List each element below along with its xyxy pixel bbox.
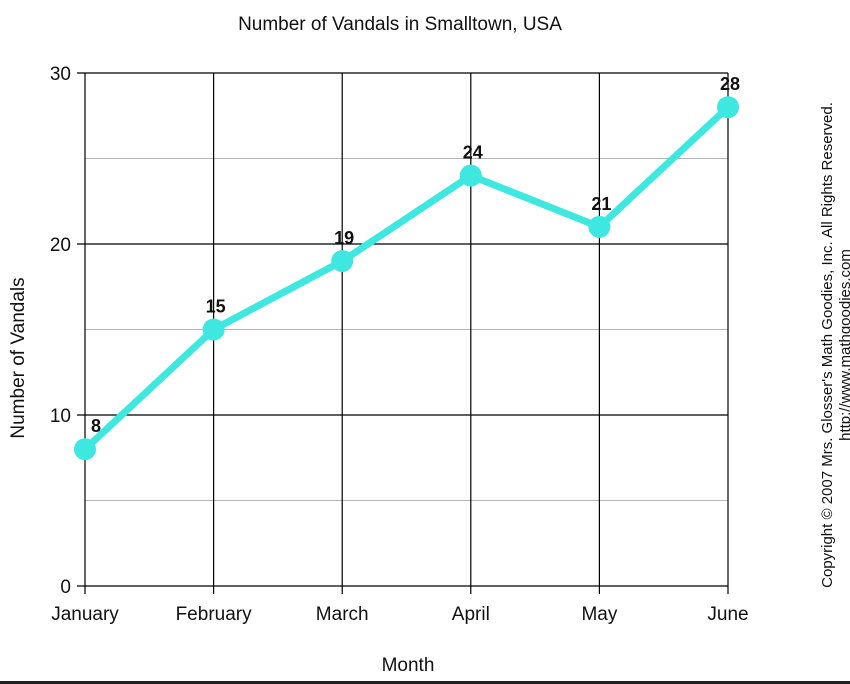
y-tick-label-0: 0	[60, 577, 71, 598]
data-point-0	[74, 438, 96, 461]
data-point-2	[331, 250, 354, 273]
data-point-5	[717, 96, 739, 119]
y-axis-ticks: 0 10 20 30	[50, 64, 71, 598]
data-label-5: 28	[720, 74, 740, 94]
y-tick-label-2: 20	[50, 235, 71, 256]
y-tick-label-1: 10	[50, 406, 71, 427]
x-tick-label-2: March	[316, 604, 369, 625]
x-tick-label-1: February	[176, 604, 253, 625]
bottom-border	[0, 681, 850, 684]
data-point-4	[588, 215, 611, 238]
minor-gridlines	[85, 158, 728, 501]
major-gridlines	[77, 72, 729, 594]
copyright-line-2: http://www.mathgoodies.com	[837, 249, 850, 441]
data-label-3: 24	[463, 143, 483, 163]
x-tick-label-5: June	[707, 604, 748, 625]
x-tick-label-0: January	[51, 604, 119, 625]
data-point-1	[202, 318, 225, 341]
y-tick-label-3: 30	[50, 64, 71, 85]
series-line	[81, 103, 732, 453]
data-labels: 8 15 19 24 21 28	[91, 74, 740, 436]
chart-title: Number of Vandals in Smalltown, USA	[238, 14, 562, 35]
copyright-line-1: Copyright © 2007 Mrs. Glosser's Math Goo…	[819, 102, 836, 588]
copyright-notice: Copyright © 2007 Mrs. Glosser's Math Goo…	[819, 102, 850, 588]
data-label-1: 15	[206, 297, 226, 317]
x-tick-label-3: April	[452, 604, 490, 625]
series-vandals	[74, 96, 739, 461]
data-point-3	[459, 164, 482, 187]
x-axis-label: Month	[382, 655, 435, 676]
y-axis-label: Number of Vandals	[8, 277, 29, 438]
x-axis-ticks: January February March April May June	[51, 604, 748, 625]
data-label-0: 8	[91, 416, 101, 436]
data-label-2: 19	[334, 228, 354, 248]
x-tick-label-4: May	[581, 604, 617, 625]
data-label-4: 21	[591, 194, 611, 214]
